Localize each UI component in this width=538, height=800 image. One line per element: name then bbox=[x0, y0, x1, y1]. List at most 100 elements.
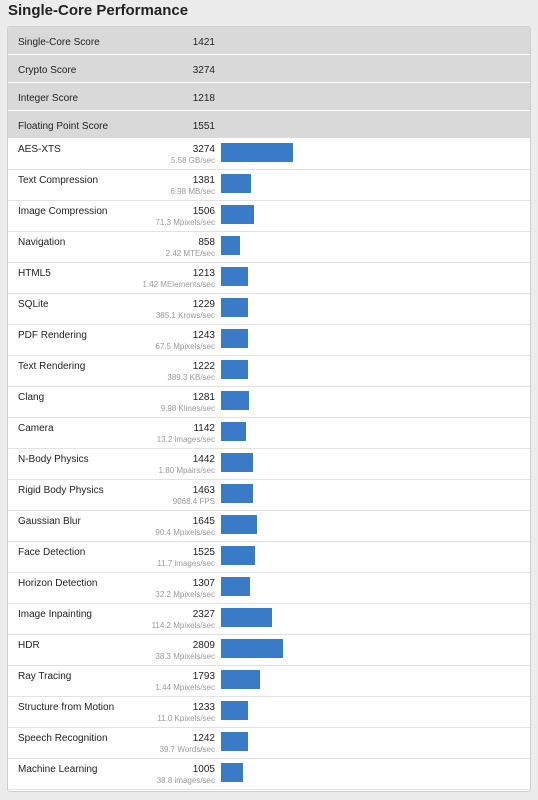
score-bar bbox=[221, 205, 254, 224]
benchmark-rate: 11.7 images/sec bbox=[157, 559, 215, 568]
summary-score: 1218 bbox=[192, 93, 215, 104]
score-bar bbox=[221, 453, 253, 472]
benchmark-score: 1281 bbox=[192, 392, 215, 403]
score-bar bbox=[221, 639, 283, 658]
benchmark-row: Clang 1281 9.98 Klines/sec bbox=[8, 387, 530, 418]
benchmark-row: Text Compression 1381 6.98 MB/sec bbox=[8, 170, 530, 201]
benchmark-rate: 5.58 GB/sec bbox=[170, 156, 215, 165]
benchmark-row: N-Body Physics 1442 1.80 Mpairs/sec bbox=[8, 449, 530, 480]
benchmark-name: AES-XTS bbox=[18, 144, 61, 155]
benchmark-row: Text Rendering 1222 389.3 KB/sec bbox=[8, 356, 530, 387]
benchmark-score: 1233 bbox=[192, 702, 215, 713]
benchmark-score: 2327 bbox=[192, 609, 215, 620]
benchmark-row: Horizon Detection 1307 32.2 Mpixels/sec bbox=[8, 573, 530, 604]
benchmark-rate: 90.4 Mpixels/sec bbox=[155, 528, 215, 537]
benchmark-rate: 2.42 MTE/sec bbox=[165, 249, 215, 258]
benchmark-score: 1213 bbox=[192, 268, 215, 279]
benchmark-row: Navigation 858 2.42 MTE/sec bbox=[8, 232, 530, 263]
benchmark-score: 1463 bbox=[192, 485, 215, 496]
benchmark-name: Camera bbox=[18, 423, 54, 434]
benchmark-rate: 9068.4 FPS bbox=[172, 497, 215, 506]
benchmark-name: Machine Learning bbox=[18, 764, 98, 775]
score-bar bbox=[221, 329, 248, 348]
benchmark-rate: 1.44 Mpixels/sec bbox=[155, 683, 215, 692]
score-bar bbox=[221, 298, 248, 317]
benchmark-name: Face Detection bbox=[18, 547, 86, 558]
summary-label: Integer Score bbox=[18, 93, 79, 104]
benchmark-score: 1229 bbox=[192, 299, 215, 310]
benchmark-score: 1307 bbox=[192, 578, 215, 589]
score-bar bbox=[221, 391, 249, 410]
score-bar bbox=[221, 608, 272, 627]
benchmark-rate: 1.80 Mpairs/sec bbox=[158, 466, 215, 475]
summary-section: Single-Core Score 1421 Crypto Score 3274 Int… bbox=[8, 27, 530, 139]
score-bar bbox=[221, 670, 260, 689]
benchmark-rate: 13.2 images/sec bbox=[156, 435, 215, 444]
benchmark-score: 858 bbox=[198, 237, 215, 248]
benchmark-score: 2809 bbox=[192, 640, 215, 651]
results-table: Single-Core Score 1421 Crypto Score 3274 Int… bbox=[7, 26, 531, 792]
score-bar bbox=[221, 484, 253, 503]
benchmark-rate: 389.3 KB/sec bbox=[167, 373, 215, 382]
summary-label: Crypto Score bbox=[18, 65, 77, 76]
benchmark-name: Image Compression bbox=[18, 206, 108, 217]
benchmark-row: Rigid Body Physics 1463 9068.4 FPS bbox=[8, 480, 530, 511]
benchmark-name: Gaussian Blur bbox=[18, 516, 81, 527]
summary-row: Integer Score 1218 bbox=[8, 83, 530, 111]
benchmark-score: 1243 bbox=[192, 330, 215, 341]
benchmark-name: Structure from Motion bbox=[18, 702, 115, 713]
benchmark-rate: 71.3 Mpixels/sec bbox=[155, 218, 215, 227]
benchmark-rate: 9.98 Klines/sec bbox=[160, 404, 215, 413]
benchmark-name: N-Body Physics bbox=[18, 454, 89, 465]
benchmark-row: PDF Rendering 1243 67.5 Mpixels/sec bbox=[8, 325, 530, 356]
benchmark-row: Machine Learning 1005 38.8 images/sec bbox=[8, 759, 530, 790]
benchmark-rate: 32.2 Mpixels/sec bbox=[155, 590, 215, 599]
benchmark-name: PDF Rendering bbox=[18, 330, 87, 341]
summary-score: 1421 bbox=[192, 37, 215, 48]
benchmark-rate: 38.3 Mpixels/sec bbox=[155, 652, 215, 661]
benchmark-name: Navigation bbox=[18, 237, 66, 248]
summary-label: Floating Point Score bbox=[18, 121, 109, 132]
benchmark-row: AES-XTS 3274 5.58 GB/sec bbox=[8, 139, 530, 170]
benchmark-row: HTML5 1213 1.42 MElements/sec bbox=[8, 263, 530, 294]
score-bar bbox=[221, 763, 243, 782]
score-bar bbox=[221, 577, 250, 596]
benchmark-rate: 114.2 Mpixels/sec bbox=[151, 621, 215, 630]
benchmark-score: 1525 bbox=[192, 547, 215, 558]
benchmark-name: Speech Recognition bbox=[18, 733, 108, 744]
benchmark-score: 1005 bbox=[192, 764, 215, 775]
benchmark-row: Image Compression 1506 71.3 Mpixels/sec bbox=[8, 201, 530, 232]
benchmark-score: 3274 bbox=[192, 144, 215, 155]
benchmark-rate: 11.0 Kpixels/sec bbox=[157, 714, 215, 723]
benchmark-score: 1142 bbox=[193, 423, 215, 434]
benchmark-score: 1793 bbox=[192, 671, 215, 682]
benchmark-name: Text Rendering bbox=[18, 361, 86, 372]
benchmark-score: 1222 bbox=[192, 361, 215, 372]
benchmark-row: SQLite 1229 385.1 Krows/sec bbox=[8, 294, 530, 325]
summary-label: Single-Core Score bbox=[18, 37, 100, 48]
benchmark-score: 1442 bbox=[192, 454, 215, 465]
benchmark-name: Text Compression bbox=[18, 175, 99, 186]
benchmark-name: SQLite bbox=[18, 299, 49, 310]
summary-score: 1551 bbox=[192, 121, 215, 132]
summary-row: Single-Core Score 1421 bbox=[8, 27, 530, 55]
score-bar bbox=[221, 143, 293, 162]
score-bar bbox=[221, 360, 248, 379]
benchmark-row: Image Inpainting 2327 114.2 Mpixels/sec bbox=[8, 604, 530, 635]
summary-row: Crypto Score 3274 bbox=[8, 55, 530, 83]
summary-row: Floating Point Score 1551 bbox=[8, 111, 530, 139]
benchmark-row: Gaussian Blur 1645 90.4 Mpixels/sec bbox=[8, 511, 530, 542]
summary-score: 3274 bbox=[192, 65, 215, 76]
score-bar bbox=[221, 546, 255, 565]
benchmark-rate: 38.8 images/sec bbox=[156, 776, 215, 785]
score-bar bbox=[221, 732, 248, 751]
score-bar bbox=[221, 422, 246, 441]
benchmark-rate: 39.7 Words/sec bbox=[159, 745, 215, 754]
benchmark-row: Structure from Motion 1233 11.0 Kpixels/se… bbox=[8, 697, 530, 728]
score-bar bbox=[221, 267, 248, 286]
benchmark-score: 1645 bbox=[192, 516, 215, 527]
benchmark-name: Ray Tracing bbox=[18, 671, 72, 682]
benchmark-row: Camera 1142 13.2 images/sec bbox=[8, 418, 530, 449]
benchmark-name: Image Inpainting bbox=[18, 609, 92, 620]
benchmark-rate: 385.1 Krows/sec bbox=[155, 311, 215, 320]
